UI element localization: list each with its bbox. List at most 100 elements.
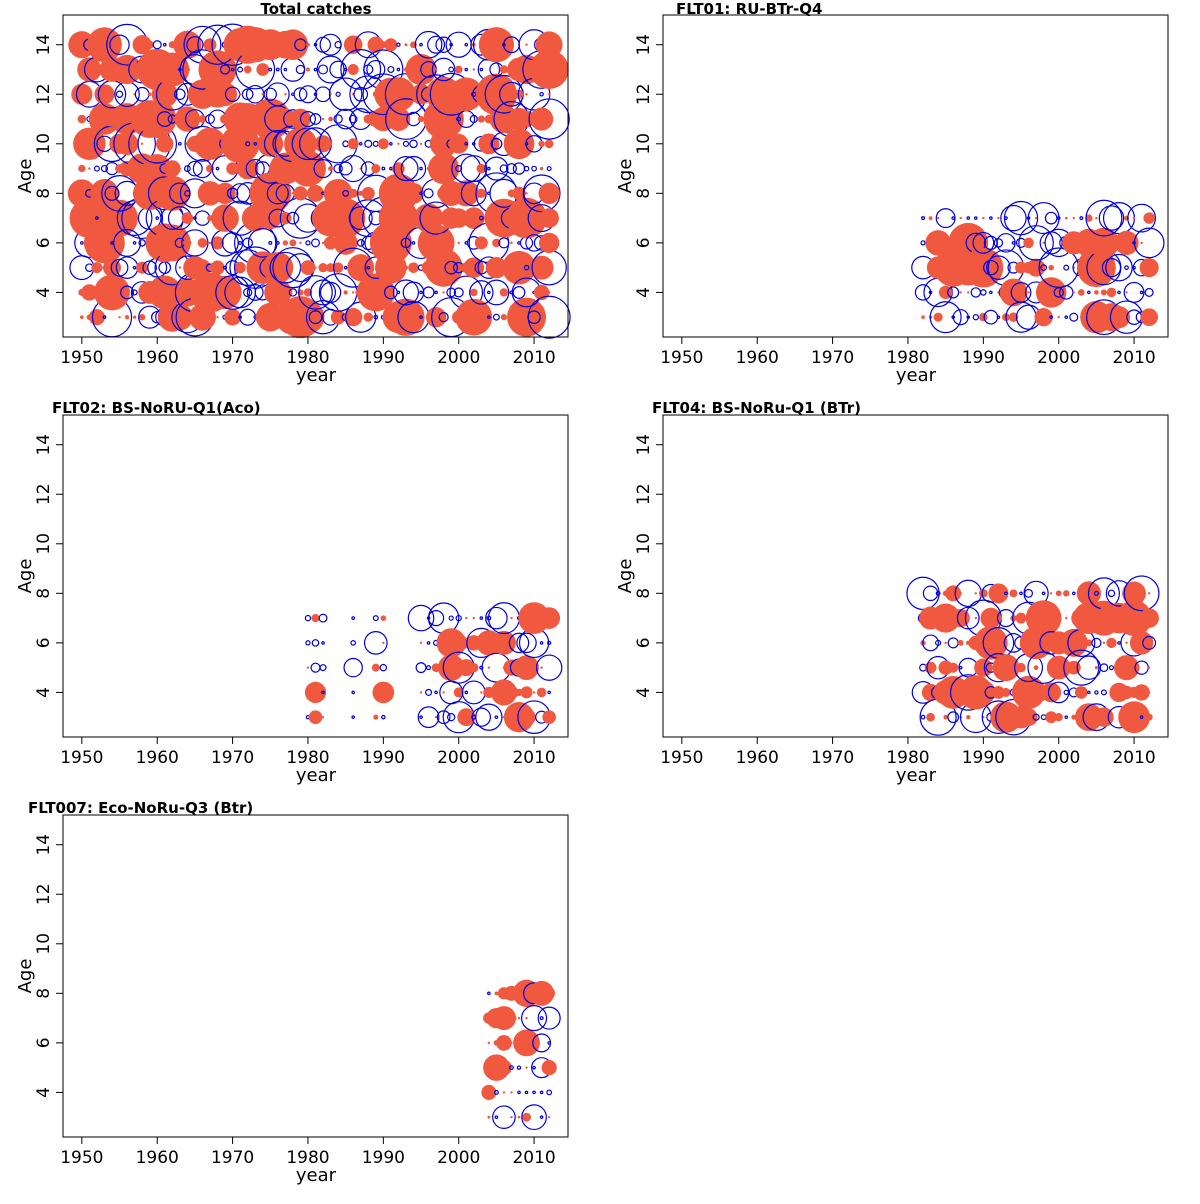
negative-residual-bubble (970, 287, 982, 298)
positive-residual-bubble (372, 681, 395, 704)
positive-residual-bubble (449, 241, 453, 245)
negative-residual-bubble (102, 315, 107, 320)
negative-residual-bubble (162, 42, 167, 47)
negative-residual-bubble (348, 114, 358, 124)
positive-residual-bubble (1027, 258, 1046, 277)
negative-residual-bubble (343, 657, 363, 678)
y-axis-label: Age (615, 159, 636, 194)
positive-residual-bubble (1125, 641, 1128, 645)
plot-frame (62, 814, 569, 1138)
y-tick-label: 12 (34, 883, 54, 905)
negative-residual-bubble (922, 634, 939, 652)
bubble-layer (911, 199, 1165, 336)
negative-residual-bubble (423, 188, 434, 199)
negative-residual-bubble (343, 67, 348, 72)
negative-residual-bubble (419, 290, 423, 295)
positive-residual-bubble (525, 192, 528, 195)
y-tick-label: 4 (34, 1087, 54, 1098)
negative-residual-bubble (993, 238, 1004, 248)
negative-residual-bubble (400, 155, 427, 182)
positive-residual-bubble (136, 261, 149, 274)
negative-residual-bubble (351, 715, 355, 719)
negative-residual-bubble (295, 64, 306, 75)
positive-residual-bubble (1145, 713, 1153, 721)
x-tick-label: 1980 (286, 748, 329, 768)
positive-residual-bubble (1107, 306, 1131, 329)
positive-residual-bubble (277, 29, 309, 61)
negative-residual-bubble (100, 164, 109, 173)
positive-residual-bubble (198, 115, 207, 123)
negative-residual-bubble (947, 711, 960, 724)
negative-residual-bubble (238, 240, 243, 245)
negative-residual-bubble (1101, 258, 1122, 278)
positive-residual-bubble (487, 666, 491, 669)
negative-residual-bubble (528, 98, 570, 140)
negative-residual-bubble (546, 1089, 553, 1096)
positive-residual-bubble (174, 106, 201, 132)
negative-residual-bubble (487, 166, 491, 171)
positive-residual-bubble (455, 298, 493, 336)
positive-residual-bubble (442, 291, 445, 294)
negative-residual-bubble (435, 36, 452, 53)
positive-residual-bubble (1074, 703, 1103, 732)
positive-residual-bubble (377, 138, 389, 150)
negative-residual-bubble (914, 284, 932, 301)
positive-residual-bubble (210, 236, 225, 250)
positive-residual-bubble (344, 307, 363, 327)
y-tick-label: 12 (634, 83, 654, 105)
negative-residual-bubble (1018, 225, 1054, 261)
positive-residual-bubble (1085, 214, 1093, 222)
negative-residual-bubble (479, 616, 484, 620)
negative-residual-bubble (1041, 591, 1046, 596)
negative-residual-bubble (411, 241, 416, 245)
positive-residual-bubble (1016, 662, 1026, 673)
positive-residual-bubble (178, 167, 182, 170)
negative-residual-bubble (358, 142, 363, 146)
positive-residual-bubble (1122, 581, 1146, 606)
negative-residual-bubble (546, 640, 552, 646)
negative-residual-bubble (1004, 216, 1008, 220)
positive-residual-bubble (434, 68, 438, 71)
x-tick-label: 2010 (1112, 748, 1155, 768)
negative-residual-bubble (1098, 205, 1125, 231)
negative-residual-bubble (455, 165, 463, 173)
positive-residual-bubble (1042, 241, 1045, 245)
negative-residual-bubble (288, 288, 298, 297)
negative-residual-bubble (353, 86, 369, 102)
positive-residual-bubble (194, 259, 211, 277)
y-tick-label: 6 (34, 637, 54, 648)
negative-residual-bubble (1040, 264, 1048, 272)
positive-residual-bubble (305, 67, 310, 72)
negative-residual-bubble (983, 259, 999, 276)
positive-residual-bubble (1147, 592, 1151, 595)
positive-residual-bubble (997, 216, 1000, 220)
positive-residual-bubble (238, 92, 242, 96)
negative-residual-bubble (243, 287, 253, 298)
positive-residual-bubble (476, 188, 486, 199)
negative-residual-bubble (204, 114, 215, 125)
positive-residual-bubble (457, 241, 460, 245)
positive-residual-bubble (448, 208, 469, 228)
negative-residual-bubble (1004, 591, 1008, 596)
positive-residual-bubble (959, 291, 962, 294)
positive-residual-bubble (373, 714, 379, 720)
negative-residual-bubble (242, 237, 253, 249)
x-tick-label: 1990 (362, 748, 405, 768)
panel-flt02: FLT02: BS-NoRU-Q1(Aco) 1950 1960 1970 1980 1… (15, 399, 569, 786)
positive-residual-bubble (951, 608, 970, 628)
negative-residual-bubble (283, 67, 288, 72)
negative-residual-bubble (366, 59, 386, 80)
negative-residual-bubble (318, 64, 329, 75)
negative-residual-bubble (426, 665, 432, 671)
negative-residual-bubble (427, 609, 445, 627)
negative-residual-bubble (310, 279, 337, 306)
positive-residual-bubble (203, 38, 217, 52)
negative-residual-bubble (245, 141, 251, 147)
negative-residual-bubble (334, 40, 342, 49)
negative-residual-bubble (469, 280, 494, 305)
positive-residual-bubble (125, 216, 130, 221)
positive-residual-bubble (444, 111, 459, 127)
positive-residual-bubble (1128, 662, 1140, 674)
positive-residual-bubble (504, 685, 519, 700)
negative-residual-bubble (546, 166, 552, 172)
